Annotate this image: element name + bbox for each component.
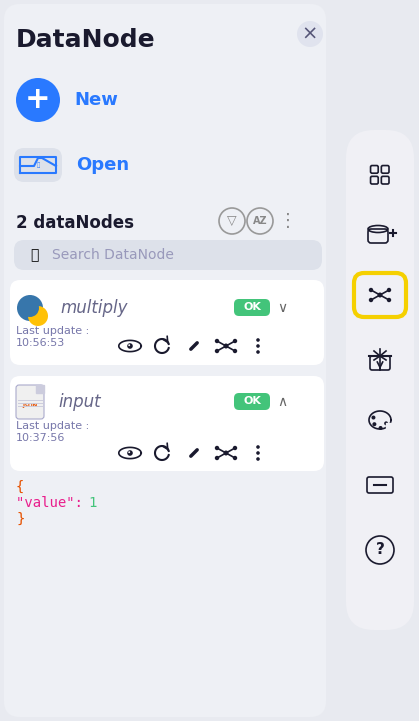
Text: +: + xyxy=(25,86,51,115)
Circle shape xyxy=(297,21,323,47)
Circle shape xyxy=(233,349,237,353)
FancyBboxPatch shape xyxy=(16,385,44,419)
Circle shape xyxy=(256,344,260,348)
Circle shape xyxy=(16,78,60,122)
Circle shape xyxy=(378,426,383,430)
Text: OK: OK xyxy=(243,397,261,407)
Polygon shape xyxy=(36,385,44,393)
Circle shape xyxy=(378,293,383,298)
Circle shape xyxy=(127,450,133,456)
Text: JSON: JSON xyxy=(22,402,38,407)
Circle shape xyxy=(387,288,391,292)
Circle shape xyxy=(372,423,376,426)
Circle shape xyxy=(21,299,39,317)
Circle shape xyxy=(233,456,237,460)
Circle shape xyxy=(384,421,388,425)
Circle shape xyxy=(256,451,260,455)
Text: Search DataNode: Search DataNode xyxy=(52,248,174,262)
FancyBboxPatch shape xyxy=(234,393,270,410)
Text: Last update :: Last update : xyxy=(16,326,89,336)
Text: DataNode: DataNode xyxy=(16,28,155,52)
Circle shape xyxy=(372,415,375,420)
Text: 10:56:53: 10:56:53 xyxy=(16,338,65,348)
Circle shape xyxy=(215,339,219,343)
FancyBboxPatch shape xyxy=(14,240,322,270)
Circle shape xyxy=(128,451,130,454)
Circle shape xyxy=(223,343,228,348)
FancyBboxPatch shape xyxy=(10,376,324,471)
Text: multiply: multiply xyxy=(60,299,127,317)
Text: 🔍: 🔍 xyxy=(30,248,38,262)
Text: }: } xyxy=(16,512,24,526)
FancyBboxPatch shape xyxy=(354,273,406,317)
Text: ×: × xyxy=(302,25,318,43)
Text: Last update :: Last update : xyxy=(16,421,89,431)
Circle shape xyxy=(256,338,260,342)
Text: ?: ? xyxy=(375,542,385,557)
Text: ⋮: ⋮ xyxy=(279,212,297,230)
Circle shape xyxy=(223,451,228,456)
Text: "value":: "value": xyxy=(16,496,91,510)
Circle shape xyxy=(17,295,43,321)
Text: ∨: ∨ xyxy=(277,301,287,314)
Text: ∧: ∧ xyxy=(277,394,287,409)
Circle shape xyxy=(28,306,48,326)
Text: Open: Open xyxy=(76,156,129,174)
Text: 1: 1 xyxy=(88,496,96,510)
Circle shape xyxy=(215,446,219,450)
Circle shape xyxy=(387,298,391,302)
Text: New: New xyxy=(74,91,118,109)
Text: input: input xyxy=(58,393,101,411)
Text: {: { xyxy=(16,480,24,494)
Circle shape xyxy=(369,298,373,302)
Circle shape xyxy=(215,456,219,460)
FancyBboxPatch shape xyxy=(346,130,414,630)
FancyBboxPatch shape xyxy=(234,299,270,316)
Text: OK: OK xyxy=(243,303,261,312)
FancyBboxPatch shape xyxy=(10,280,324,365)
Text: ⬜: ⬜ xyxy=(36,162,40,168)
Circle shape xyxy=(233,446,237,450)
Circle shape xyxy=(127,343,133,349)
Circle shape xyxy=(256,350,260,354)
Circle shape xyxy=(256,457,260,461)
Text: 10:37:56: 10:37:56 xyxy=(16,433,65,443)
Text: 2 dataNodes: 2 dataNodes xyxy=(16,214,134,232)
FancyBboxPatch shape xyxy=(4,4,326,717)
FancyBboxPatch shape xyxy=(14,148,62,182)
Circle shape xyxy=(256,445,260,448)
Circle shape xyxy=(128,344,130,346)
Text: ▽: ▽ xyxy=(227,215,237,228)
Circle shape xyxy=(215,349,219,353)
Text: AZ: AZ xyxy=(253,216,267,226)
Circle shape xyxy=(233,339,237,343)
Circle shape xyxy=(369,288,373,292)
